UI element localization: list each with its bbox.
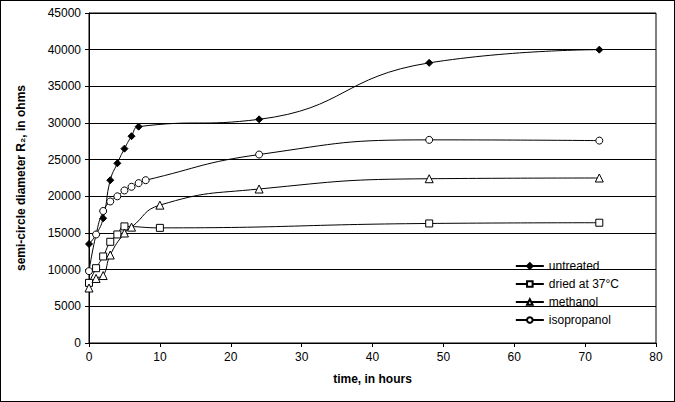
svg-text:0: 0 [74, 336, 81, 350]
svg-text:10: 10 [153, 350, 167, 364]
svg-text:15000: 15000 [48, 226, 82, 240]
svg-text:5000: 5000 [54, 299, 81, 313]
svg-text:untreated: untreated [549, 259, 600, 273]
svg-text:10000: 10000 [48, 263, 82, 277]
svg-text:60: 60 [508, 350, 522, 364]
svg-text:0: 0 [86, 350, 93, 364]
svg-text:50: 50 [437, 350, 451, 364]
svg-text:semi-circle diameter R₂, in oh: semi-circle diameter R₂, in ohms [14, 85, 28, 271]
svg-text:30: 30 [295, 350, 309, 364]
svg-text:80: 80 [649, 350, 663, 364]
svg-text:isopropanol: isopropanol [549, 313, 611, 327]
svg-text:35000: 35000 [48, 79, 82, 93]
svg-text:70: 70 [578, 350, 592, 364]
svg-text:25000: 25000 [48, 153, 82, 167]
svg-text:dried at 37°C: dried at 37°C [549, 277, 620, 291]
svg-text:20: 20 [224, 350, 238, 364]
svg-text:time, in hours: time, in hours [333, 372, 412, 386]
svg-text:40000: 40000 [48, 43, 82, 57]
svg-text:30000: 30000 [48, 116, 82, 130]
svg-text:20000: 20000 [48, 189, 82, 203]
svg-text:45000: 45000 [48, 6, 82, 20]
svg-text:methanol: methanol [549, 295, 598, 309]
svg-text:40: 40 [366, 350, 380, 364]
